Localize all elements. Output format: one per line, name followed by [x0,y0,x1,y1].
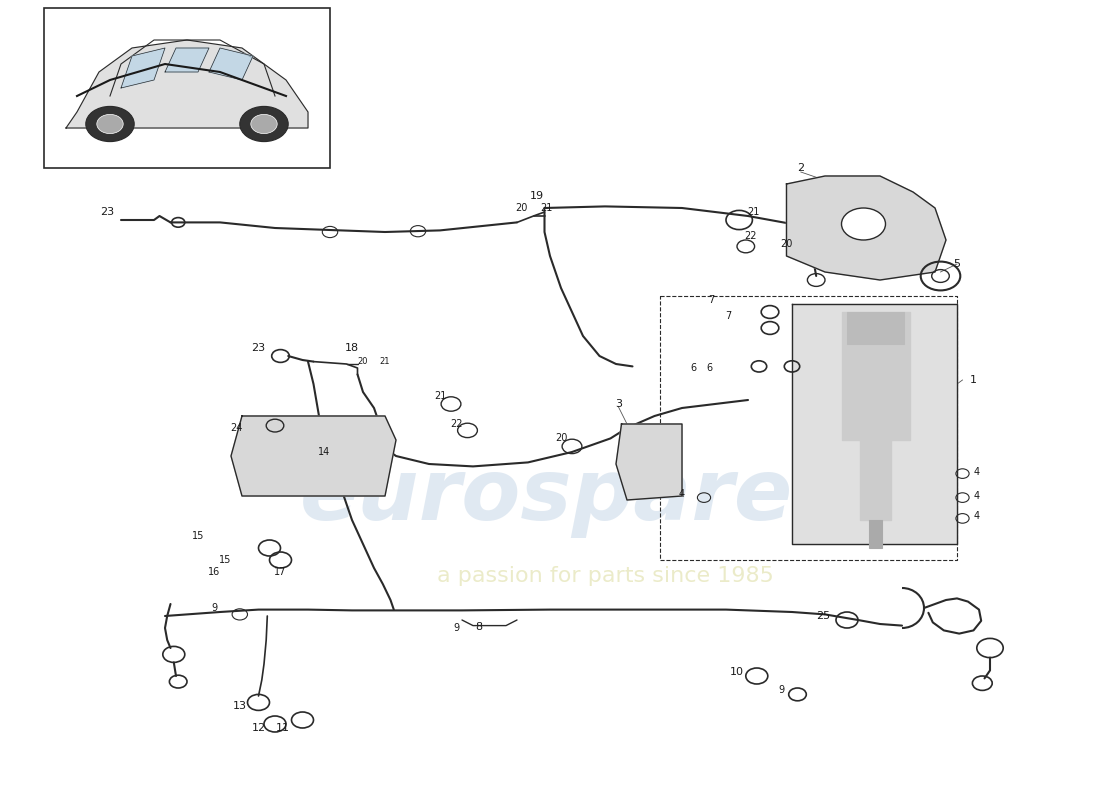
Text: 9: 9 [778,685,784,694]
Text: 22: 22 [744,231,757,241]
Text: 17: 17 [274,567,287,577]
Text: 6: 6 [706,363,713,373]
Text: 21: 21 [433,391,447,401]
Text: 11: 11 [276,723,289,733]
Text: 16: 16 [208,567,221,577]
Polygon shape [66,40,308,128]
Bar [44,8,330,168]
Text: 23: 23 [100,207,113,217]
Text: eurospares: eurospares [299,454,845,538]
Text: 12: 12 [252,723,265,733]
Text: 25: 25 [816,611,829,621]
Text: 20: 20 [515,203,528,213]
Text: 3: 3 [615,399,622,409]
Polygon shape [165,48,209,72]
Text: 21: 21 [747,207,760,217]
Text: 10: 10 [730,667,744,677]
Text: 21: 21 [540,203,553,213]
Text: 9: 9 [453,623,460,633]
Text: 7: 7 [725,311,732,321]
Bar [860,440,891,520]
Text: 20: 20 [358,357,368,366]
Text: 20: 20 [554,434,568,443]
Polygon shape [792,304,957,544]
Bar [869,520,882,548]
Circle shape [97,114,123,134]
Polygon shape [786,176,946,280]
Text: 15: 15 [191,531,205,541]
Text: 1: 1 [970,375,977,385]
Circle shape [842,208,886,240]
Text: 13: 13 [233,701,246,710]
Circle shape [86,106,134,142]
Bar [842,312,910,440]
Text: 22: 22 [450,419,463,429]
Text: 19: 19 [530,191,543,201]
Text: 2: 2 [798,163,804,173]
Text: 18: 18 [345,343,359,353]
Text: 4: 4 [974,511,980,521]
Text: 6: 6 [690,363,696,373]
Text: 21: 21 [379,357,390,366]
Text: 15: 15 [219,555,232,565]
Text: 4: 4 [974,491,980,501]
Polygon shape [616,424,682,500]
Circle shape [251,114,277,134]
Text: a passion for parts since 1985: a passion for parts since 1985 [437,566,773,586]
Polygon shape [121,48,165,88]
Polygon shape [231,416,396,496]
Text: 4: 4 [679,490,685,499]
Text: 4: 4 [974,467,980,477]
Polygon shape [209,48,253,80]
Text: 24: 24 [230,423,243,433]
Text: 9: 9 [211,603,218,613]
Text: 20: 20 [780,239,793,249]
Text: 7: 7 [708,295,715,305]
Bar [847,312,904,344]
Text: 5: 5 [954,259,960,269]
Text: 8: 8 [475,622,482,632]
Text: 23: 23 [252,343,265,353]
Circle shape [240,106,288,142]
Text: 14: 14 [318,447,331,457]
